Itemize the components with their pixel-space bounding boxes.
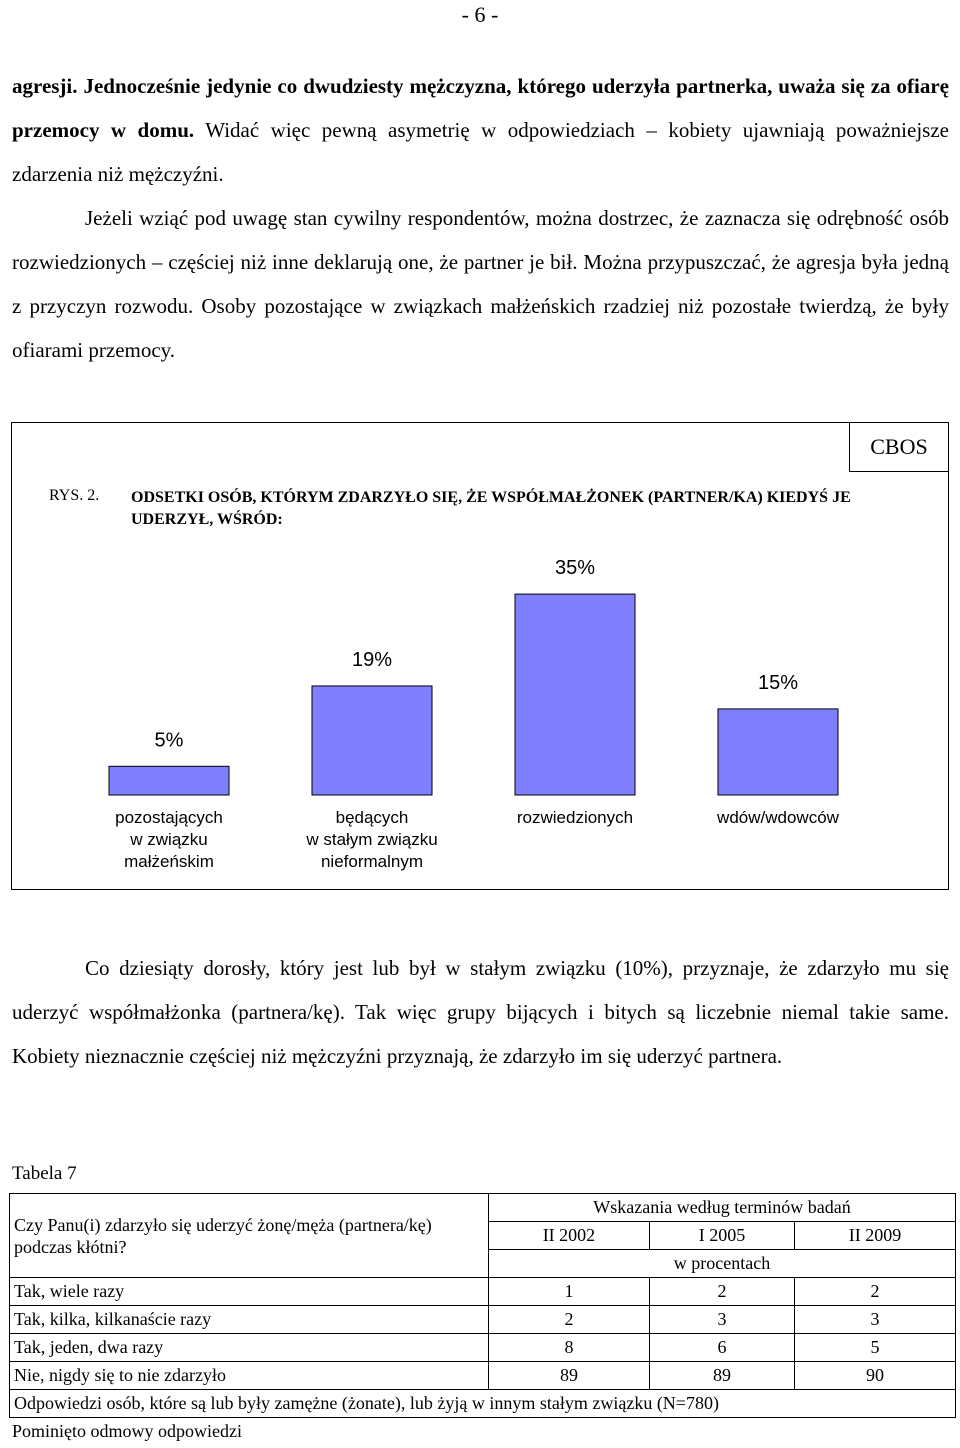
cell: 90	[794, 1361, 956, 1390]
cell: 2	[794, 1277, 956, 1306]
table-row: Nie, nigdy się to nie zdarzyło 89 89 90	[9, 1361, 956, 1390]
table-caption: Tabela 7	[12, 1163, 77, 1184]
col-header-2009: II 2009	[794, 1221, 956, 1250]
bar-value-label-0: 5%	[155, 729, 184, 751]
table-row: Tak, jeden, dwa razy 8 6 5	[9, 1333, 956, 1362]
cell: 5	[794, 1333, 956, 1362]
cell: 2	[488, 1305, 650, 1334]
row-label: Nie, nigdy się to nie zdarzyło	[9, 1361, 489, 1390]
paragraph-3: Co dziesiąty dorosły, który jest lub był…	[12, 946, 949, 1078]
bar-value-label-1: 19%	[352, 649, 392, 671]
bar-value-label-2: 35%	[555, 557, 595, 579]
col-header-2005: I 2005	[648, 1221, 796, 1250]
cell: 1	[488, 1277, 650, 1306]
footnote: Pominięto odmowy odpowiedzi	[12, 1421, 242, 1441]
bar-chart: 5% 19% 35% 15%	[108, 557, 839, 796]
unit-row: w procentach	[488, 1249, 956, 1278]
cell: 8	[488, 1333, 650, 1362]
table-note: Odpowiedzi osób, które są lub były zamęż…	[9, 1389, 956, 1418]
bar-3	[717, 708, 839, 796]
cell: 3	[794, 1305, 956, 1334]
cell: 89	[488, 1361, 650, 1390]
survey-table: Czy Panu(i) zdarzyło się uderzyć żonę/mę…	[9, 1193, 956, 1418]
table-row: Tak, kilka, kilkanaście razy 2 3 3	[9, 1305, 956, 1334]
bar-0	[108, 765, 230, 796]
figure-label: RYS. 2.	[49, 487, 100, 504]
paragraph-2-text: Jeżeli wziąć pod uwagę stan cywilny resp…	[12, 206, 949, 362]
row-label: Tak, kilka, kilkanaście razy	[9, 1305, 489, 1334]
table-row: Tak, wiele razy 1 2 2	[9, 1277, 956, 1306]
bar-2	[514, 593, 636, 796]
paragraph-2: Jeżeli wziąć pod uwagę stan cywilny resp…	[12, 196, 949, 372]
category-label-1: będących w stałym związku nieformalnym	[306, 808, 438, 871]
cell: 2	[648, 1277, 796, 1306]
category-label-2: rozwiedzionych	[516, 808, 634, 827]
cell: 3	[648, 1305, 796, 1334]
paragraph-1-rest: Widać więc pewną asymetrię w odpowiedzia…	[12, 118, 949, 186]
source-label: CBOS	[849, 422, 949, 472]
col-header-2002: II 2002	[488, 1221, 650, 1250]
row-label: Tak, jeden, dwa razy	[9, 1333, 489, 1362]
bar-value-label-3: 15%	[758, 672, 798, 694]
figure-title: ODSETKI OSÓB, KTÓRYM ZDARZYŁO SIĘ, ŻE WS…	[131, 489, 851, 528]
category-label-3: wdów/wdowców	[717, 808, 839, 827]
category-label-0: pozostających w związku małżeńskim	[115, 808, 223, 871]
question-cell: Czy Panu(i) zdarzyło się uderzyć żonę/mę…	[9, 1193, 489, 1278]
paragraph-3-text: Co dziesiąty dorosły, który jest lub był…	[12, 956, 949, 1068]
figure-box: CBOS RYS. 2. ODSETKI OSÓB, KTÓRYM ZDARZY…	[11, 422, 949, 890]
bar-1	[311, 685, 433, 796]
paragraph-1-bold: agresji. Jednocześnie jedynie co dwudzie…	[12, 74, 949, 142]
row-label: Tak, wiele razy	[9, 1277, 489, 1306]
page-number: - 6 -	[461, 2, 499, 27]
group-header: Wskazania według terminów badań	[488, 1193, 956, 1222]
paragraph-1: agresji. Jednocześnie jedynie co dwudzie…	[12, 64, 949, 196]
cell: 89	[648, 1361, 796, 1390]
cell: 6	[648, 1333, 796, 1362]
